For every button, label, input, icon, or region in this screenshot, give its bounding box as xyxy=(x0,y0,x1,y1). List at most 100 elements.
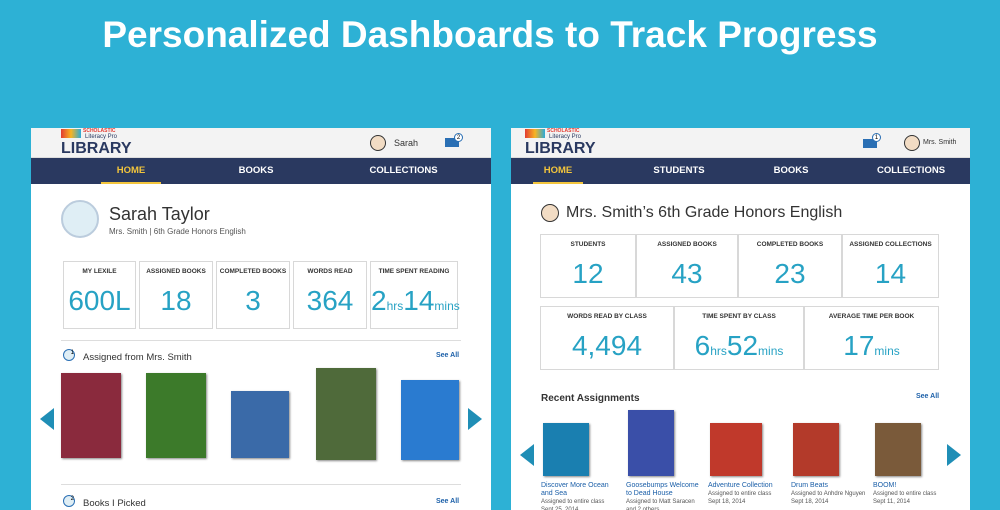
stat-number: 18 xyxy=(160,285,192,316)
teacher-dashboard: SCHOLASTIC Literacy Pro LIBRARY 1 Mrs. S… xyxy=(511,128,970,510)
nav-item[interactable]: HOME xyxy=(533,158,583,184)
stat-value: 14 xyxy=(843,258,938,290)
stat-number: 23 xyxy=(774,258,806,289)
stat-value: 12 xyxy=(541,258,635,290)
nav-item[interactable]: COLLECTIONS xyxy=(876,165,946,176)
book-cover[interactable] xyxy=(875,423,921,476)
assignment-caption: Adventure Collection Assigned to entire c… xyxy=(708,482,786,506)
avatar[interactable] xyxy=(904,135,920,151)
student-dashboard: SCHOLASTIC Literacy Pro LIBRARY Sarah 2 … xyxy=(31,128,491,510)
book-cover[interactable] xyxy=(231,391,289,458)
assignment-title[interactable]: BOOM! xyxy=(873,482,897,489)
stat-value: 4,494 xyxy=(541,330,673,362)
nav-item[interactable]: HOME xyxy=(101,158,161,184)
book-cover[interactable] xyxy=(628,410,674,476)
class-title[interactable]: Mrs. Smith’s 6th Grade Honors English xyxy=(566,204,843,221)
stat-label: ASSIGNED BOOKS xyxy=(146,268,206,275)
nav-bar: HOME STUDENTS BOOKS COLLECTIONS xyxy=(511,158,970,184)
mail-count: 2 xyxy=(454,133,463,142)
stat-box: WORDS READ 364 xyxy=(293,261,367,329)
assignment-date: Sept 25, 2014 xyxy=(541,507,579,510)
profile-avatar xyxy=(61,200,99,238)
logo-books xyxy=(525,129,545,138)
stat-box: COMPLETED BOOKS 3 xyxy=(216,261,290,329)
divider xyxy=(61,484,461,485)
see-all-link[interactable]: See All xyxy=(916,393,940,400)
stat-label: COMPLETED BOOKS xyxy=(756,241,824,248)
stat-value: 18 xyxy=(140,285,212,317)
stat-value: 3 xyxy=(217,285,289,317)
prev-arrow[interactable] xyxy=(40,408,54,430)
assignment-title[interactable]: Adventure Collection xyxy=(708,482,773,489)
stat-number: 600L xyxy=(68,285,131,316)
stat-box: ASSIGNED BOOKS 18 xyxy=(139,261,213,329)
stat-unit: mins xyxy=(758,344,784,358)
stat-label: COMPLETED BOOKS xyxy=(219,268,287,275)
assignment-date: Sept 18, 2014 xyxy=(708,499,746,505)
see-all-link[interactable]: See All xyxy=(436,352,460,359)
stat-value: 43 xyxy=(637,258,737,290)
book-cover[interactable] xyxy=(401,380,459,460)
logo-product: Literacy Pro xyxy=(85,134,118,140)
stat-value: 600L xyxy=(64,285,135,317)
book-cover[interactable] xyxy=(61,373,121,458)
assignment-title[interactable]: Drum Beats xyxy=(791,482,828,489)
stat-box: TIME SPENT BY CLASS 6hrs52mins xyxy=(674,306,804,370)
book-cover[interactable] xyxy=(316,368,376,460)
stat-label: ASSIGNED BOOKS xyxy=(657,241,717,248)
book-cover[interactable] xyxy=(793,423,839,476)
stat-unit: mins xyxy=(874,344,900,358)
avatar[interactable] xyxy=(370,135,386,151)
stat-number: 364 xyxy=(306,285,354,316)
assignment-caption: Goosebumps Welcome to Dead House Assigned… xyxy=(626,482,704,510)
stat-label: STUDENTS xyxy=(570,241,606,248)
logo-books xyxy=(61,129,81,138)
user-name[interactable]: Sarah xyxy=(394,138,419,148)
next-arrow[interactable] xyxy=(468,408,482,430)
stat-label: AVERAGE TIME PER BOOK xyxy=(828,313,915,320)
nav-item[interactable]: STUDENTS xyxy=(653,165,705,176)
stat-label: MY LEXILE xyxy=(82,268,117,275)
stat-label: TIME SPENT READING xyxy=(378,268,450,275)
nav-item[interactable]: COLLECTIONS xyxy=(369,165,438,176)
prev-arrow[interactable] xyxy=(520,444,534,466)
see-all-link[interactable]: See All xyxy=(436,498,460,505)
stat-number: 14 xyxy=(403,285,435,316)
mail-icon[interactable] xyxy=(445,138,459,147)
stat-label: WORDS READ xyxy=(307,268,353,275)
stat-label: TIME SPENT BY CLASS xyxy=(702,313,776,320)
nav-item[interactable]: BOOKS xyxy=(238,165,274,176)
assignment-title[interactable]: Goosebumps Welcome to Dead House xyxy=(626,482,699,497)
stat-box: COMPLETED BOOKS 23 xyxy=(738,234,842,298)
book-cover[interactable] xyxy=(710,423,762,476)
next-arrow[interactable] xyxy=(947,444,961,466)
book-cover[interactable] xyxy=(543,423,589,476)
stat-box: MY LEXILE 600L xyxy=(63,261,136,329)
stat-value: 364 xyxy=(294,285,366,317)
section-title: Books I Picked xyxy=(83,498,146,509)
assignment-caption: Discover More Ocean and Sea Assigned to e… xyxy=(541,482,619,510)
book-cover[interactable] xyxy=(146,373,206,458)
stat-value: 2hrs14mins xyxy=(371,285,460,317)
top-bar: SCHOLASTIC Literacy Pro LIBRARY Sarah 2 xyxy=(31,128,491,158)
section-badge: 1 xyxy=(63,349,75,361)
assignment-title[interactable]: Discover More Ocean and Sea xyxy=(541,482,609,497)
user-name[interactable]: Mrs. Smith xyxy=(923,139,957,146)
assignment-caption: BOOM! Assigned to entire class Sept 11, 20… xyxy=(873,482,951,506)
stat-box: TIME SPENT READING 2hrs14mins xyxy=(370,261,460,329)
stat-number: 3 xyxy=(245,285,261,316)
stat-number: 2 xyxy=(371,285,387,316)
profile-name: Sarah Taylor xyxy=(109,204,210,224)
stat-label: ASSIGNED COLLECTIONS xyxy=(849,241,932,248)
stat-number: 12 xyxy=(572,258,604,289)
stat-unit: mins xyxy=(434,299,460,313)
profile-subtitle: Mrs. Smith | 6th Grade Honors English xyxy=(109,227,246,236)
stat-unit: hrs xyxy=(710,344,727,358)
headline: Personalized Dashboards to Track Progres… xyxy=(102,14,878,55)
stat-number: 14 xyxy=(874,258,907,289)
stat-box: WORDS READ BY CLASS 4,494 xyxy=(540,306,674,370)
mail-icon[interactable] xyxy=(863,139,877,148)
section-title: Recent Assignments xyxy=(541,393,640,404)
nav-item[interactable]: BOOKS xyxy=(773,165,809,176)
